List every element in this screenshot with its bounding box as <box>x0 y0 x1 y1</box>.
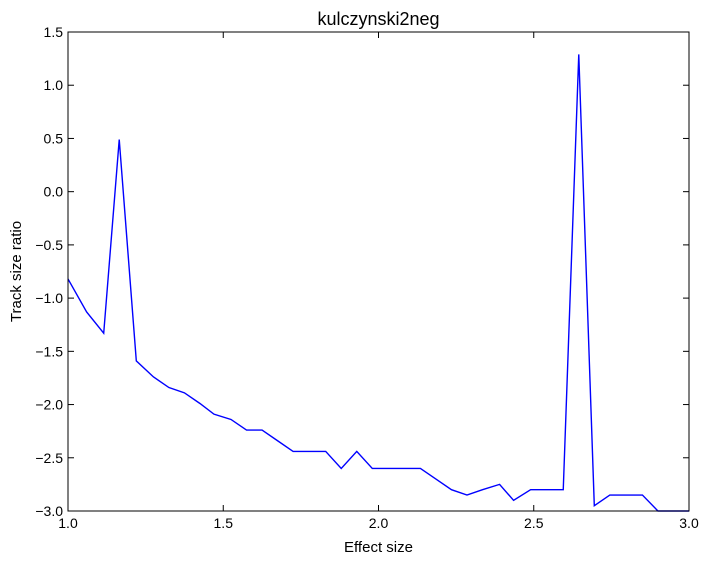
series-line-0 <box>67 54 689 512</box>
x-tick-label: 2.0 <box>369 515 389 531</box>
y-tick-label: −1.0 <box>35 290 63 306</box>
x-tick-label: 1.5 <box>214 515 234 531</box>
y-tick-label: −1.5 <box>35 343 63 359</box>
x-tick-label: 3.0 <box>679 515 699 531</box>
y-tick-label: −2.0 <box>35 397 63 413</box>
x-tick-label: 2.5 <box>524 515 544 531</box>
x-axis-label: Effect size <box>344 539 413 556</box>
x-tick-label: 1.0 <box>58 515 78 531</box>
y-tick-label: 1.5 <box>44 24 64 40</box>
plot-area <box>68 32 689 511</box>
y-tick-label: 0.5 <box>44 130 64 146</box>
y-tick-label: −3.0 <box>35 503 63 519</box>
y-tick-label: 1.0 <box>44 77 64 93</box>
plot-frame <box>67 31 690 512</box>
y-tick-label: −0.5 <box>35 237 63 253</box>
y-tick-label: 0.0 <box>44 184 64 200</box>
y-axis-label: Track size ratio <box>8 221 25 322</box>
chart-title: kulczynski2neg <box>317 9 439 29</box>
y-tick-label: −2.5 <box>35 450 63 466</box>
